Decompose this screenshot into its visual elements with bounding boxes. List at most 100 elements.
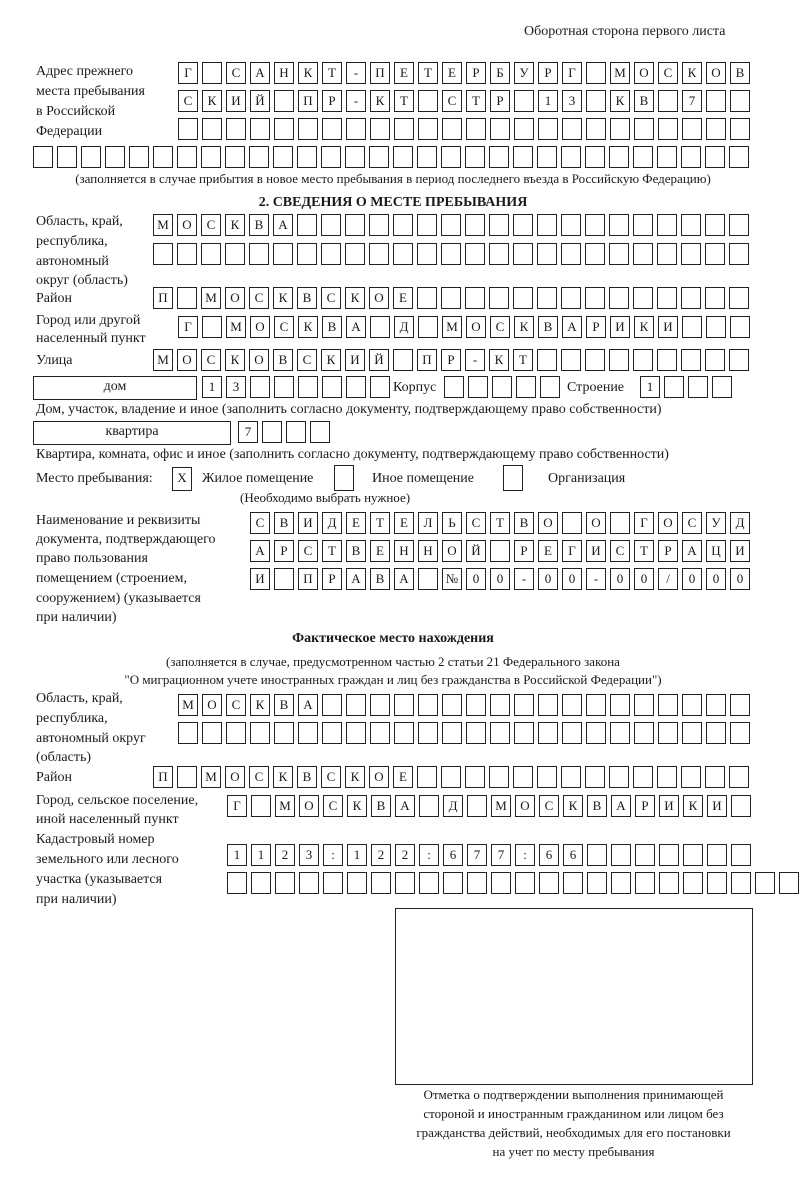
char-cell[interactable] (310, 421, 330, 443)
char-cell[interactable] (515, 872, 535, 894)
char-cell[interactable] (585, 243, 605, 265)
char-cell[interactable] (466, 694, 486, 716)
char-cell[interactable] (538, 722, 558, 744)
char-cell[interactable]: С (201, 214, 221, 236)
char-cell[interactable] (441, 243, 461, 265)
char-cell[interactable] (441, 214, 461, 236)
char-cell[interactable] (417, 287, 437, 309)
char-cell[interactable]: К (514, 316, 534, 338)
char-cell[interactable] (657, 349, 677, 371)
char-cell[interactable]: А (395, 795, 415, 817)
char-cell[interactable]: О (658, 512, 678, 534)
char-cell[interactable]: К (683, 795, 703, 817)
char-cell[interactable] (465, 766, 485, 788)
char-cell[interactable]: К (225, 349, 245, 371)
char-cell[interactable]: 7 (238, 421, 258, 443)
char-cell[interactable] (730, 316, 750, 338)
char-cell[interactable] (491, 872, 511, 894)
char-cell[interactable]: И (226, 90, 246, 112)
char-cell[interactable]: В (514, 512, 534, 534)
char-cell[interactable] (539, 872, 559, 894)
char-cell[interactable]: О (442, 540, 462, 562)
char-cell[interactable]: С (297, 349, 317, 371)
char-cell[interactable] (731, 844, 751, 866)
char-cell[interactable] (657, 243, 677, 265)
char-cell[interactable]: С (442, 90, 462, 112)
char-cell[interactable] (274, 118, 294, 140)
char-cell[interactable]: Р (490, 90, 510, 112)
char-cell[interactable] (178, 118, 198, 140)
char-cell[interactable]: 3 (226, 376, 246, 398)
char-cell[interactable] (490, 118, 510, 140)
char-cell[interactable]: Р (635, 795, 655, 817)
char-cell[interactable] (657, 214, 677, 236)
char-cell[interactable] (633, 214, 653, 236)
char-cell[interactable] (286, 421, 306, 443)
char-cell[interactable] (418, 316, 438, 338)
char-cell[interactable] (394, 694, 414, 716)
char-cell[interactable]: Т (418, 62, 438, 84)
char-cell[interactable] (586, 62, 606, 84)
char-cell[interactable] (262, 421, 282, 443)
char-cell[interactable] (540, 376, 560, 398)
char-cell[interactable]: С (539, 795, 559, 817)
char-cell[interactable]: 7 (467, 844, 487, 866)
char-cell[interactable] (345, 146, 365, 168)
char-cell[interactable] (489, 146, 509, 168)
option-organization-checkbox[interactable] (503, 465, 523, 491)
char-cell[interactable]: А (273, 214, 293, 236)
char-cell[interactable]: У (514, 62, 534, 84)
char-cell[interactable] (585, 287, 605, 309)
char-cell[interactable]: С (490, 316, 510, 338)
char-cell[interactable] (730, 118, 750, 140)
char-cell[interactable] (419, 872, 439, 894)
char-cell[interactable]: А (298, 694, 318, 716)
char-cell[interactable]: 1 (347, 844, 367, 866)
char-cell[interactable]: Р (538, 62, 558, 84)
char-cell[interactable]: Р (322, 90, 342, 112)
char-cell[interactable]: И (298, 512, 318, 534)
char-cell[interactable]: П (370, 62, 390, 84)
char-cell[interactable]: 0 (538, 568, 558, 590)
char-cell[interactable]: М (275, 795, 295, 817)
char-cell[interactable] (468, 376, 488, 398)
char-cell[interactable]: В (370, 568, 390, 590)
char-cell[interactable]: С (610, 540, 630, 562)
char-cell[interactable] (201, 243, 221, 265)
char-cell[interactable] (664, 376, 684, 398)
char-cell[interactable] (177, 287, 197, 309)
char-cell[interactable]: 0 (682, 568, 702, 590)
char-cell[interactable]: Й (466, 540, 486, 562)
char-cell[interactable]: / (658, 568, 678, 590)
char-cell[interactable] (587, 844, 607, 866)
char-cell[interactable]: 1 (640, 376, 660, 398)
char-cell[interactable]: К (345, 287, 365, 309)
char-cell[interactable] (516, 376, 536, 398)
char-cell[interactable]: О (586, 512, 606, 534)
char-cell[interactable] (419, 795, 439, 817)
char-cell[interactable]: М (226, 316, 246, 338)
char-cell[interactable] (705, 766, 725, 788)
char-cell[interactable] (537, 766, 557, 788)
char-cell[interactable]: 3 (562, 90, 582, 112)
char-cell[interactable] (682, 118, 702, 140)
char-cell[interactable] (298, 722, 318, 744)
char-cell[interactable]: Д (322, 512, 342, 534)
char-cell[interactable]: С (298, 540, 318, 562)
char-cell[interactable] (465, 287, 485, 309)
char-cell[interactable]: С (249, 287, 269, 309)
char-cell[interactable]: Е (394, 62, 414, 84)
char-cell[interactable] (514, 722, 534, 744)
char-cell[interactable]: А (611, 795, 631, 817)
char-cell[interactable]: И (659, 795, 679, 817)
char-cell[interactable] (657, 287, 677, 309)
char-cell[interactable] (585, 214, 605, 236)
char-cell[interactable] (417, 214, 437, 236)
char-cell[interactable] (418, 694, 438, 716)
char-cell[interactable]: 2 (395, 844, 415, 866)
char-cell[interactable] (490, 694, 510, 716)
char-cell[interactable] (465, 146, 485, 168)
char-cell[interactable] (322, 722, 342, 744)
char-cell[interactable]: К (298, 316, 318, 338)
char-cell[interactable]: Т (490, 512, 510, 534)
